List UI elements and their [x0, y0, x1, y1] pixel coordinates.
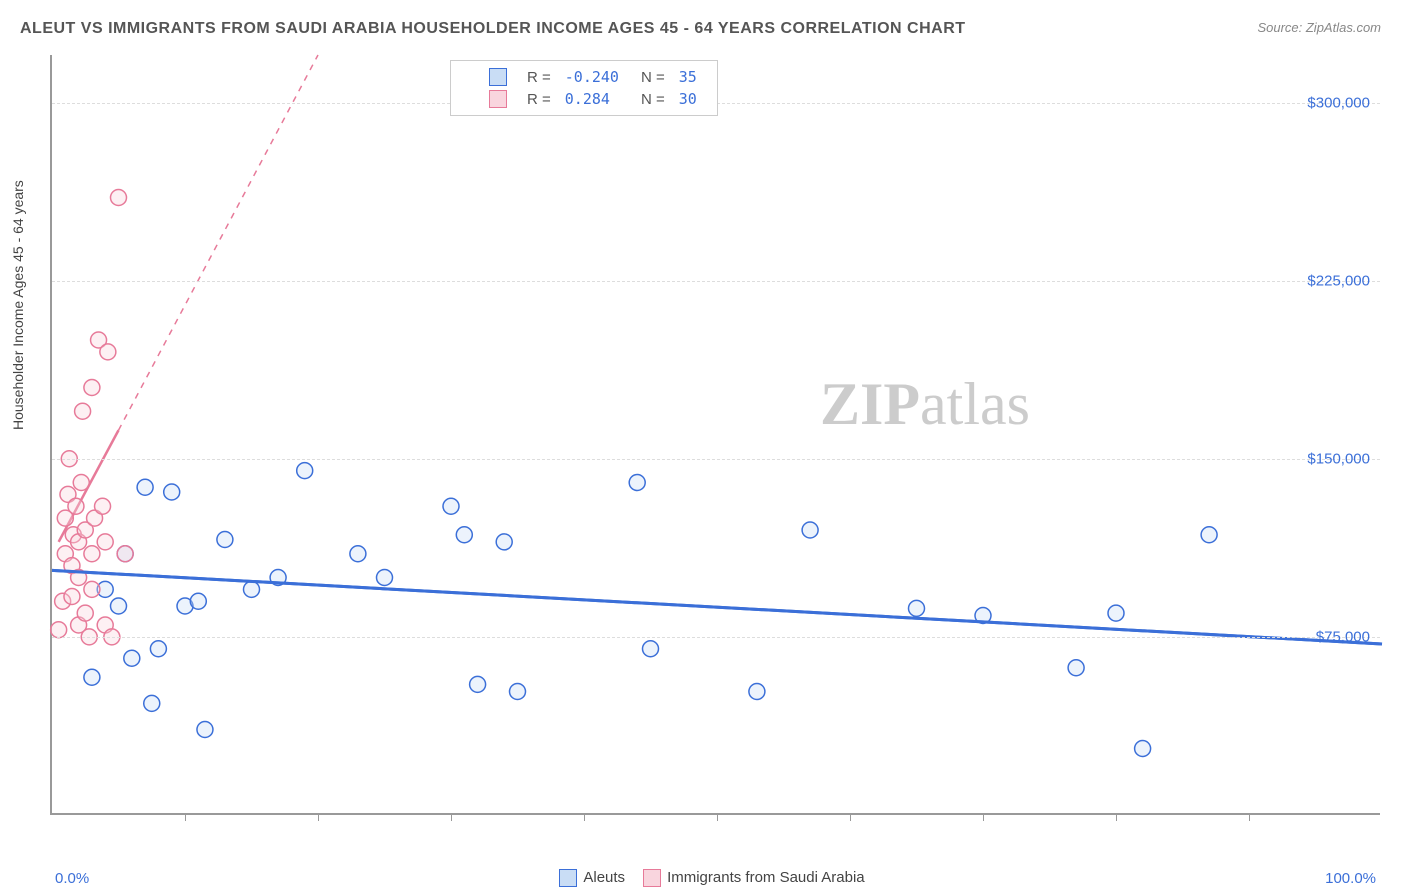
legend-label: Aleuts [583, 869, 625, 886]
gridline-h [52, 459, 1380, 460]
legend-swatch [643, 869, 661, 887]
data-point [68, 498, 84, 514]
legend-swatch [489, 68, 507, 86]
scatter-plot-svg [52, 55, 1380, 813]
x-tick [1249, 813, 1250, 821]
x-tick [451, 813, 452, 821]
corr-legend-row: R = 0.284N = 30 [465, 89, 703, 109]
data-point [244, 581, 260, 597]
n-label: N = [627, 67, 671, 87]
corr-legend-row: R = -0.240N = 35 [465, 67, 703, 87]
x-tick [850, 813, 851, 821]
n-value: 30 [673, 89, 703, 109]
y-tick-label: $150,000 [1307, 450, 1370, 467]
data-point [111, 598, 127, 614]
correlation-legend: R = -0.240N = 35R = 0.284N = 30 [450, 60, 718, 116]
data-point [95, 498, 111, 514]
data-point [629, 475, 645, 491]
trend-line [52, 570, 1382, 644]
r-label: R = [521, 89, 557, 109]
data-point [164, 484, 180, 500]
y-axis-label: Householder Income Ages 45 - 64 years [10, 180, 26, 430]
data-point [297, 463, 313, 479]
data-point [124, 650, 140, 666]
data-point [100, 344, 116, 360]
data-point [97, 534, 113, 550]
data-point [84, 669, 100, 685]
trend-line [119, 55, 319, 430]
data-point [77, 605, 93, 621]
r-value: -0.240 [559, 67, 625, 87]
data-point [470, 676, 486, 692]
data-point [84, 546, 100, 562]
correlation-table: R = -0.240N = 35R = 0.284N = 30 [463, 65, 705, 111]
source-attribution: Source: ZipAtlas.com [1257, 20, 1381, 35]
data-point [749, 684, 765, 700]
data-point [643, 641, 659, 657]
data-point [510, 684, 526, 700]
data-point [1135, 741, 1151, 757]
data-point [73, 475, 89, 491]
data-point [197, 722, 213, 738]
chart-plot-area: $75,000 $150,000 $225,000 $300,000 [50, 55, 1380, 815]
r-value: 0.284 [559, 89, 625, 109]
y-tick-label: $225,000 [1307, 272, 1370, 289]
data-point [144, 695, 160, 711]
data-point [217, 532, 233, 548]
data-point [802, 522, 818, 538]
data-point [111, 190, 127, 206]
y-tick-label: $75,000 [1316, 628, 1370, 645]
x-tick [983, 813, 984, 821]
data-point [1108, 605, 1124, 621]
data-point [1068, 660, 1084, 676]
data-point [377, 570, 393, 586]
series-legend: Aleuts Immigrants from Saudi Arabia [0, 869, 1406, 887]
x-tick [185, 813, 186, 821]
gridline-h [52, 637, 1380, 638]
data-point [117, 546, 133, 562]
x-tick [717, 813, 718, 821]
x-tick [318, 813, 319, 821]
data-point [51, 622, 67, 638]
n-label: N = [627, 89, 671, 109]
data-point [84, 581, 100, 597]
data-point [456, 527, 472, 543]
y-tick-label: $300,000 [1307, 94, 1370, 111]
data-point [350, 546, 366, 562]
data-point [137, 479, 153, 495]
data-point [64, 589, 80, 605]
data-point [84, 380, 100, 396]
data-point [150, 641, 166, 657]
data-point [909, 600, 925, 616]
r-label: R = [521, 67, 557, 87]
legend-swatch [489, 90, 507, 108]
data-point [1201, 527, 1217, 543]
chart-title: ALEUT VS IMMIGRANTS FROM SAUDI ARABIA HO… [20, 20, 966, 38]
gridline-h [52, 281, 1380, 282]
x-tick [1116, 813, 1117, 821]
data-point [496, 534, 512, 550]
data-point [190, 593, 206, 609]
data-point [75, 403, 91, 419]
legend-swatch [559, 869, 577, 887]
n-value: 35 [673, 67, 703, 87]
x-tick [584, 813, 585, 821]
legend-label: Immigrants from Saudi Arabia [667, 869, 865, 886]
data-point [443, 498, 459, 514]
